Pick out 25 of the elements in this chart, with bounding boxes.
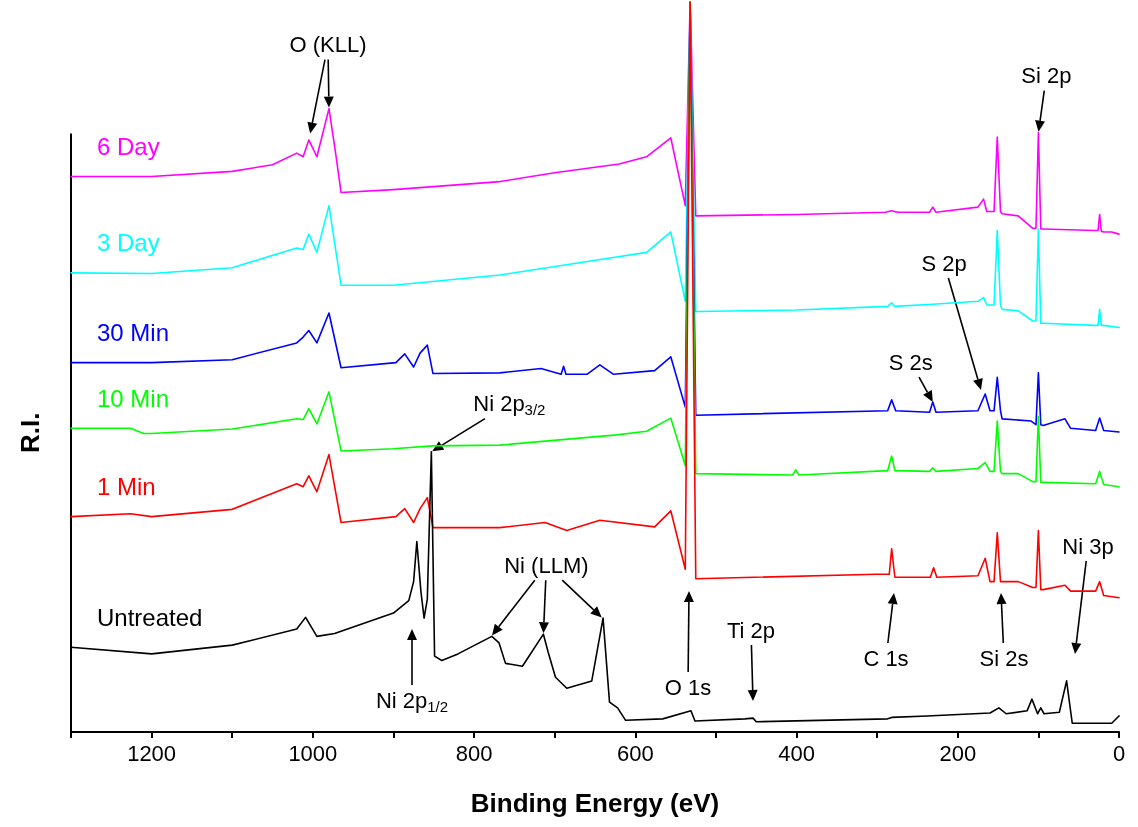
annotation: S 2p: [921, 250, 967, 276]
series-label: 3 Day: [97, 229, 160, 257]
series-label: Untreated: [97, 603, 203, 631]
x-tick-label: 400: [778, 740, 815, 766]
series-label: 1 Min: [97, 473, 156, 501]
series-label: 6 Day: [97, 132, 160, 160]
x-tick-label: 200: [939, 740, 977, 766]
annotation: C 1s: [863, 645, 909, 671]
annotation: Ni (LLM): [504, 552, 589, 578]
x-tick-label: 0: [1112, 740, 1126, 766]
annotation: Ni 3p: [1062, 533, 1114, 559]
x-axis-title: Binding Energy (eV): [470, 788, 720, 818]
y-axis-title: R.I.: [15, 412, 45, 453]
x-tick-label: 600: [616, 740, 654, 766]
annotation: O 1s: [664, 674, 712, 700]
annotation: O (KLL): [289, 32, 367, 58]
annotation: Si 2s: [979, 645, 1029, 671]
x-tick-label: 1000: [288, 740, 338, 766]
annotation: S 2s: [888, 349, 933, 375]
x-tick-label: 800: [455, 740, 493, 766]
x-tick-label: 1200: [127, 740, 177, 766]
annotation: Ti 2p: [726, 617, 776, 643]
annotation: Si 2p: [1021, 63, 1072, 89]
series-label: 30 Min: [97, 319, 170, 347]
series-label: 10 Min: [97, 384, 170, 412]
